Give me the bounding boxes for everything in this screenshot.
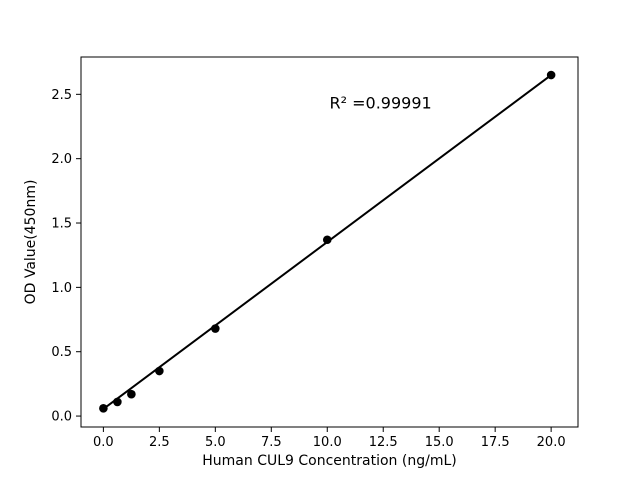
y-axis-tick-label: 2.5 xyxy=(51,88,72,103)
x-axis-label: Human CUL9 Concentration (ng/mL) xyxy=(202,453,456,469)
x-axis-tick-label: 12.5 xyxy=(369,435,398,450)
r2-annotation: R² =0.99991 xyxy=(330,93,432,112)
plot-frame xyxy=(80,56,579,428)
data-point xyxy=(546,70,556,80)
data-point xyxy=(211,324,220,333)
x-axis-tick-label: 10.0 xyxy=(313,435,342,450)
x-axis-tick-label: 5.0 xyxy=(205,435,226,450)
y-axis-tick-label: 0.5 xyxy=(51,345,72,360)
chart-render-layer: 0.0 2.5 5.0 7.5 10.0 12.5 15.0 17.5 20.0 0.0 0.5 1.… xyxy=(51,56,579,450)
x-axis-tick-label: 15.0 xyxy=(425,435,454,450)
y-axis-tick-label: 1.5 xyxy=(51,217,72,232)
y-axis-tick-label: 0.0 xyxy=(51,410,72,425)
data-point xyxy=(113,397,122,407)
data-point xyxy=(99,404,108,413)
data-point xyxy=(322,235,332,245)
x-axis-tick-label: 20.0 xyxy=(537,435,566,450)
x-axis-tick-label: 17.5 xyxy=(481,435,510,450)
x-axis-tick-label: 2.5 xyxy=(149,435,170,450)
data-point xyxy=(155,366,164,376)
y-axis-tick-label: 1.0 xyxy=(51,281,72,296)
x-axis-tick-label: 7.5 xyxy=(261,435,282,450)
y-axis-label: OD Value(450nm) xyxy=(23,180,39,305)
y-axis-tick-label: 2.0 xyxy=(51,152,72,167)
x-axis-tick-label: 0.0 xyxy=(93,435,114,450)
data-point xyxy=(127,389,136,399)
